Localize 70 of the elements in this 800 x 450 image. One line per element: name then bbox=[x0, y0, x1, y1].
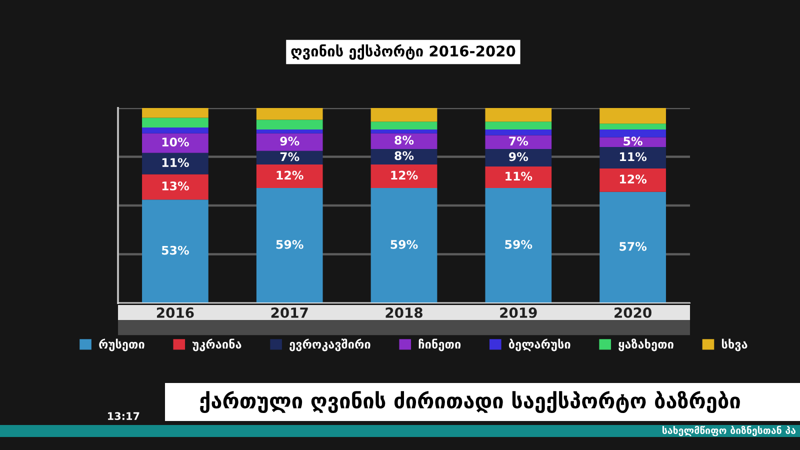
data-label: 12% bbox=[276, 170, 304, 180]
legend-label: ევროკავშირი bbox=[290, 338, 370, 352]
bar bbox=[370, 133, 438, 149]
bar bbox=[485, 188, 552, 303]
legend-label: უკრაინა bbox=[192, 338, 242, 352]
data-label: 10% bbox=[162, 138, 189, 147]
data-label: 11% bbox=[506, 172, 532, 181]
data-label: 9% bbox=[280, 136, 300, 146]
bar bbox=[485, 148, 552, 166]
bar bbox=[600, 192, 666, 303]
text: 13:17 bbox=[108, 412, 140, 420]
data-label: 59% bbox=[390, 240, 418, 249]
bar bbox=[256, 108, 323, 120]
bar bbox=[370, 188, 438, 303]
data-label: 7% bbox=[509, 136, 528, 146]
data-label: 5% bbox=[624, 136, 642, 146]
data-label: 12% bbox=[620, 174, 647, 184]
legend-label: ჩინეთი bbox=[418, 338, 461, 352]
bar bbox=[370, 122, 438, 130]
legend-label: სხვა bbox=[722, 338, 748, 352]
bar bbox=[600, 108, 666, 124]
data-label: 8% bbox=[394, 136, 414, 145]
data-label: 53% bbox=[162, 246, 189, 255]
x-tick-label: 2018 bbox=[386, 307, 422, 318]
bar bbox=[142, 128, 208, 134]
x-tick-label: 2019 bbox=[500, 307, 537, 318]
text: ქართული ღვინის ძირითადი საექსპორტო ბაზრები bbox=[200, 390, 740, 414]
bar bbox=[370, 148, 438, 165]
bar bbox=[142, 200, 208, 303]
bar bbox=[370, 164, 438, 188]
bar bbox=[485, 129, 552, 136]
bar bbox=[485, 166, 552, 188]
data-label: 11% bbox=[162, 158, 189, 167]
bar bbox=[600, 124, 666, 130]
bar bbox=[256, 129, 323, 134]
bar bbox=[142, 174, 208, 200]
bar bbox=[256, 150, 323, 165]
bar bbox=[142, 118, 208, 128]
chart-title: ღვინის ექსპორტი 2016-2020 bbox=[291, 44, 516, 60]
data-label: 59% bbox=[276, 240, 304, 249]
bar bbox=[600, 168, 666, 192]
bar bbox=[142, 108, 208, 118]
bar bbox=[485, 108, 552, 122]
bar bbox=[256, 188, 323, 303]
bar bbox=[370, 108, 438, 122]
bar bbox=[142, 133, 208, 153]
data-label: 13% bbox=[162, 181, 189, 190]
bar bbox=[600, 129, 666, 138]
x-tick-label: 2020 bbox=[614, 307, 652, 318]
bar bbox=[370, 129, 438, 134]
x-tick-label: 2017 bbox=[271, 307, 308, 318]
data-label: 12% bbox=[391, 170, 418, 180]
legend-label: ყაზახეთი bbox=[618, 338, 674, 352]
bar bbox=[600, 147, 666, 168]
bar bbox=[256, 133, 323, 151]
data-label: 9% bbox=[508, 152, 528, 162]
legend-label: რუსეთი bbox=[99, 338, 144, 352]
data-label: 11% bbox=[620, 152, 647, 162]
bar bbox=[256, 164, 323, 188]
data-label: 57% bbox=[620, 242, 647, 251]
data-label: 59% bbox=[505, 240, 532, 249]
data-label: 7% bbox=[280, 152, 300, 162]
bar bbox=[485, 135, 552, 149]
text: სახელმწიფო ბიზნესთან პა bbox=[662, 426, 796, 436]
bar bbox=[142, 152, 208, 174]
bar bbox=[485, 122, 552, 130]
x-tick-label: 2016 bbox=[156, 307, 194, 318]
bar bbox=[256, 120, 323, 130]
data-label: 8% bbox=[394, 151, 414, 160]
legend-label: ბელარუსი bbox=[508, 338, 570, 352]
